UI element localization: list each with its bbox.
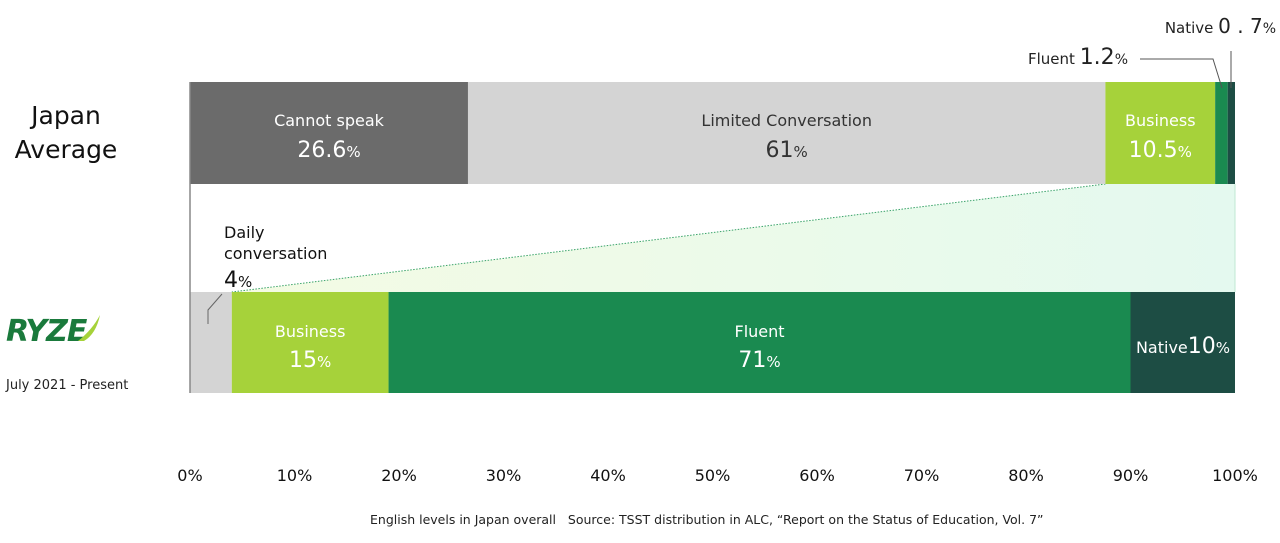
fluent-callout-part: % (1115, 52, 1128, 68)
segment-label: Limited Conversation (701, 111, 872, 130)
daily-label-line2: conversation (224, 244, 327, 263)
fluent-callout-part: Fluent (1028, 50, 1080, 68)
fluent-callout: Fluent 1.2% (1028, 45, 1128, 70)
fluent-callout-part: 1.2 (1080, 45, 1115, 70)
segment-label-part: Limited Conversation (701, 111, 872, 130)
bar-business (1105, 82, 1216, 184)
segment-value-part: % (794, 143, 808, 161)
bar-fluent (1215, 82, 1228, 184)
daily-label-line2-part: conversation (224, 244, 327, 263)
segment-value: 61% (766, 138, 808, 163)
ryze-logo-swoosh (78, 315, 100, 341)
segment-label-part: Business (275, 322, 346, 341)
native-callout-part: 0 . 7 (1218, 14, 1263, 38)
daily-value-part: % (238, 273, 252, 291)
segment-value: 71% (738, 348, 780, 373)
bar-fluent (388, 292, 1131, 393)
segment-value-part: % (317, 353, 331, 371)
x-tick-label: 20% (381, 466, 417, 485)
segment-value-part: 61 (766, 138, 794, 163)
segment-label-part: Cannot speak (274, 111, 385, 130)
funnel (231, 183, 1236, 293)
native-callout-part: % (1263, 21, 1276, 37)
x-tick-label: 80% (1008, 466, 1044, 485)
row-label-line2: Average (15, 135, 118, 164)
daily-value: 4% (224, 268, 252, 293)
x-tick-label-part: 30% (486, 466, 522, 485)
x-tick-label-part: 60% (799, 466, 835, 485)
x-tick-label-part: 90% (1113, 466, 1149, 485)
x-tick-label-part: 40% (590, 466, 626, 485)
x-ticks: 0% 10% 20% 30% 40% 50% 60% 70% 80% 90% 100% (177, 466, 1258, 485)
x-tick-label: 50% (695, 466, 731, 485)
segment-value-part: 15 (289, 348, 317, 373)
segment-value-part: 10.5 (1129, 138, 1178, 163)
segment-label-native-part: % (1216, 339, 1230, 357)
x-tick-label: 0% (177, 466, 202, 485)
segment-label: Business (275, 322, 346, 341)
period-label: July 2021 - Present (5, 378, 128, 393)
x-tick-label: 90% (1113, 466, 1149, 485)
row-label-line1-part: Japan (29, 101, 101, 130)
row-label-line2-part: Average (15, 135, 118, 164)
fluent-leader (1140, 58, 1223, 89)
segment-label-native-part: 10 (1188, 334, 1216, 359)
bars (189, 82, 1235, 393)
daily-label-line1-part: Daily (224, 223, 264, 242)
daily-leader (207, 293, 223, 324)
x-tick-label-part: 70% (904, 466, 940, 485)
segment-value-part: % (1178, 143, 1192, 161)
x-tick-label-part: 20% (381, 466, 417, 485)
x-tick-label-part: 0% (177, 466, 202, 485)
native-callout: Native 0 . 7% (1165, 14, 1276, 38)
ryze-logo: RYZE (6, 314, 88, 349)
segment-label-part: Business (1125, 111, 1196, 130)
x-tick-label-part: 10% (277, 466, 313, 485)
period-label-part: July 2021 - Present (5, 378, 128, 393)
segment-value-part: % (346, 143, 360, 161)
bar-daily-conversation (190, 292, 232, 393)
labels: Cannot speak 26.6% Limited Conversation 61%… (5, 14, 1276, 393)
segment-label-part: Fluent (735, 322, 785, 341)
x-tick-label: 10% (277, 466, 313, 485)
segment-value: 10.5% (1129, 138, 1192, 163)
native-callout-part: Native (1165, 19, 1218, 37)
x-tick-label: 40% (590, 466, 626, 485)
segment-value: 26.6% (297, 138, 360, 163)
x-tick-label-part: 50% (695, 466, 731, 485)
segment-value-part: 26.6 (297, 138, 346, 163)
segment-value-part: 71 (738, 348, 766, 373)
x-tick-label: 70% (904, 466, 940, 485)
funnel-shape (231, 184, 1236, 292)
bar-cannot-speak (190, 82, 468, 184)
segment-value: 15% (289, 348, 331, 373)
bar-limited-conversation (467, 82, 1106, 184)
row-label-line1: Japan (29, 101, 101, 130)
caption: English levels in Japan overall Source: … (370, 512, 1044, 527)
x-tick-label: 100% (1212, 466, 1258, 485)
daily-label-line1: Daily (224, 223, 264, 242)
x-tick-label: 30% (486, 466, 522, 485)
segment-label: Cannot speak (274, 111, 385, 130)
segment-label: Business (1125, 111, 1196, 130)
segment-label-native: Native10% (1136, 334, 1230, 359)
bar-native (1227, 82, 1235, 184)
bar-native (1130, 292, 1235, 393)
daily-value-part: 4 (224, 268, 238, 293)
x-tick-label-part: 100% (1212, 466, 1258, 485)
segment-value-part: % (766, 353, 780, 371)
x-tick-label: 60% (799, 466, 835, 485)
segment-label: Fluent (735, 322, 785, 341)
x-tick-label-part: 80% (1008, 466, 1044, 485)
bar-business (231, 292, 389, 393)
segment-label-native-part: Native (1136, 338, 1188, 357)
